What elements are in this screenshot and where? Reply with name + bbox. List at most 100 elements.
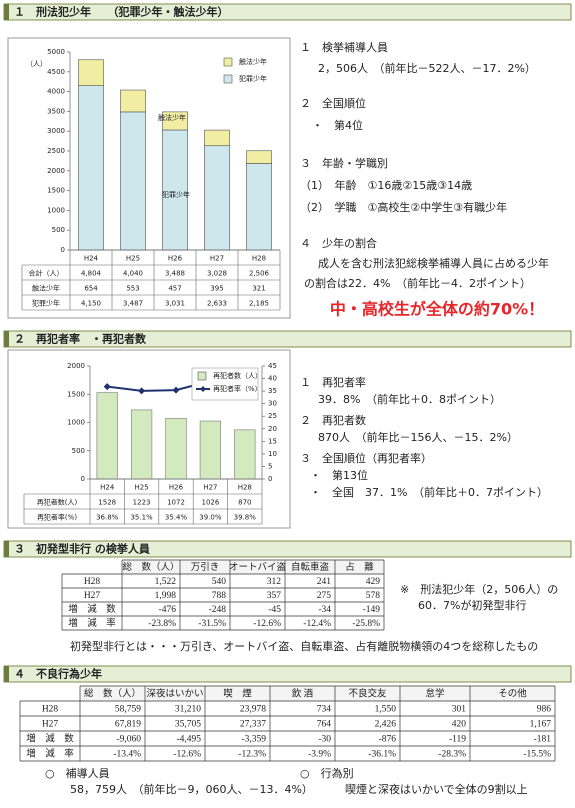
table-cell: 457 bbox=[168, 285, 181, 293]
y2-tick-label: 15 bbox=[268, 437, 277, 445]
text-line: 成人を含む刑法犯総検挙補導人員に占める少年 bbox=[318, 256, 549, 270]
table-cell: 553 bbox=[126, 285, 139, 293]
table-cell: 4,040 bbox=[123, 270, 143, 278]
x-tick-label: H24 bbox=[100, 484, 115, 492]
table-header: 総 数（人） bbox=[84, 688, 141, 700]
table-cell: 986 bbox=[537, 705, 552, 715]
text-line: ・ 第4位 bbox=[312, 118, 363, 132]
table-header: 深夜はいかい bbox=[146, 688, 203, 700]
table-cell: -45 bbox=[268, 605, 281, 615]
table-cell: 35.1% bbox=[130, 514, 153, 522]
table-header: 自転車盗 bbox=[291, 561, 330, 573]
text-line: ３ 全国順位（再犯者率） bbox=[300, 451, 432, 465]
text-line: 2，506人 （前年比－522人、－17．2%） bbox=[318, 61, 536, 75]
table-cell: -476 bbox=[159, 605, 177, 615]
table-header-bg bbox=[122, 560, 384, 574]
table-cell: 578 bbox=[366, 591, 381, 601]
text-line: ※ 刑法犯少年（2，506人）の bbox=[400, 582, 558, 596]
table-row-label: H28 bbox=[84, 577, 101, 587]
section-bar-mark bbox=[4, 666, 9, 682]
table-cell: 2,633 bbox=[207, 300, 227, 308]
table-cell: 2,185 bbox=[249, 300, 269, 308]
table-row-label: 触法少年 bbox=[32, 284, 60, 293]
table-cell: 3,488 bbox=[165, 270, 185, 278]
y2-tick-label: 25 bbox=[268, 412, 277, 420]
bar-segment bbox=[120, 111, 146, 251]
table-cell: 1,550 bbox=[375, 705, 397, 715]
text-line: ２ 全国順位 bbox=[300, 96, 366, 110]
legend-swatch bbox=[223, 57, 233, 67]
text-line: 初発型非行とは・・・万引き、オートバイ盗、自転車盗、占有離脱物横領の4つを総称し… bbox=[70, 639, 538, 653]
y-tick-label: 1000 bbox=[47, 206, 65, 214]
y2-tick-label: 0 bbox=[268, 475, 272, 483]
table-row-label: H28 bbox=[42, 705, 59, 715]
table-cell: -12.6% bbox=[173, 750, 201, 760]
y-tick-label: 2000 bbox=[67, 362, 85, 370]
y2-tick-label: 5 bbox=[268, 462, 272, 470]
legend-swatch bbox=[200, 386, 206, 392]
table-cell: 312 bbox=[267, 577, 282, 587]
table-cell: 4,150 bbox=[81, 300, 101, 308]
table-cell: 3,487 bbox=[123, 300, 143, 308]
bar-segment bbox=[120, 89, 146, 113]
legend-label: 再犯者率（%） bbox=[213, 384, 262, 393]
table-cell: 1026 bbox=[201, 499, 219, 507]
table-cell: -9,060 bbox=[116, 735, 141, 745]
table-row-label: 再犯者率(%) bbox=[37, 513, 77, 522]
table-cell: 870 bbox=[238, 499, 251, 507]
section-bar-mark bbox=[4, 541, 9, 557]
text-line: （1） 年齢 ①16歳②15歳③14歳 bbox=[300, 178, 472, 192]
bar-segment bbox=[78, 85, 104, 251]
bar-segment bbox=[204, 129, 230, 147]
table-header-bg bbox=[80, 686, 555, 701]
y-tick-label: 0 bbox=[81, 475, 85, 483]
table-cell: -12.6% bbox=[253, 619, 281, 629]
table-cell: 1,167 bbox=[530, 720, 552, 730]
text-line: １ 再犯者率 bbox=[300, 375, 366, 389]
table-cell: 31,210 bbox=[175, 705, 201, 715]
table-cell: 35,705 bbox=[175, 720, 201, 730]
x-tick-label: H24 bbox=[84, 255, 99, 263]
y-tick-label: 2500 bbox=[47, 147, 65, 155]
table-cell: 429 bbox=[366, 577, 381, 587]
y-tick-label: 4500 bbox=[47, 68, 65, 76]
table-cell: 734 bbox=[317, 705, 332, 715]
table-cell: 1,998 bbox=[155, 591, 177, 601]
section-heading: １ 刑法犯少年 （犯罪少年・触法少年） bbox=[14, 5, 229, 19]
y-axis-label: （人） bbox=[26, 60, 47, 68]
text-line: ○ 行為別 bbox=[300, 766, 354, 780]
table-cell: -119 bbox=[449, 735, 466, 745]
table-cell: 241 bbox=[317, 577, 332, 587]
table-header: 喫 煙 bbox=[223, 688, 252, 700]
table-cell: 1528 bbox=[98, 499, 116, 507]
table-cell: 395 bbox=[210, 285, 223, 293]
y-tick-label: 1000 bbox=[67, 419, 85, 427]
table-header: 占 離 bbox=[345, 561, 374, 573]
table-row-label: 合計（人） bbox=[29, 269, 64, 278]
table-cell: 357 bbox=[267, 591, 282, 601]
table-cell: 35.4% bbox=[165, 514, 188, 522]
table-row-label: 増 減 数 bbox=[68, 603, 116, 615]
legend-swatch bbox=[197, 371, 207, 381]
section-bar-mark bbox=[4, 4, 9, 20]
bar bbox=[96, 392, 118, 480]
x-tick-label: H27 bbox=[203, 484, 217, 492]
x-tick-label: H28 bbox=[238, 484, 252, 492]
table-cell: 540 bbox=[212, 577, 227, 587]
text-line: １ 検挙補導人員 bbox=[300, 40, 388, 54]
x-tick-label: H26 bbox=[168, 255, 183, 263]
section-bar-mark bbox=[4, 331, 9, 347]
section-heading: ４ 不良行為少年 bbox=[14, 667, 102, 681]
line-marker bbox=[103, 383, 111, 391]
text-line: ４ 少年の割合 bbox=[300, 236, 377, 250]
text-line: 60．7%が初発型非行 bbox=[418, 598, 526, 612]
table-cell: -12.3% bbox=[238, 750, 266, 760]
table-cell: -3.9% bbox=[308, 750, 331, 760]
table-cell: 275 bbox=[317, 591, 332, 601]
y-tick-label: 3500 bbox=[47, 107, 65, 115]
table-cell: -181 bbox=[534, 735, 552, 745]
y-tick-label: 500 bbox=[52, 226, 65, 234]
text-line: ○ 補導人員 bbox=[45, 766, 110, 780]
x-tick-label: H26 bbox=[169, 484, 184, 492]
x-tick-label: H25 bbox=[126, 255, 140, 263]
